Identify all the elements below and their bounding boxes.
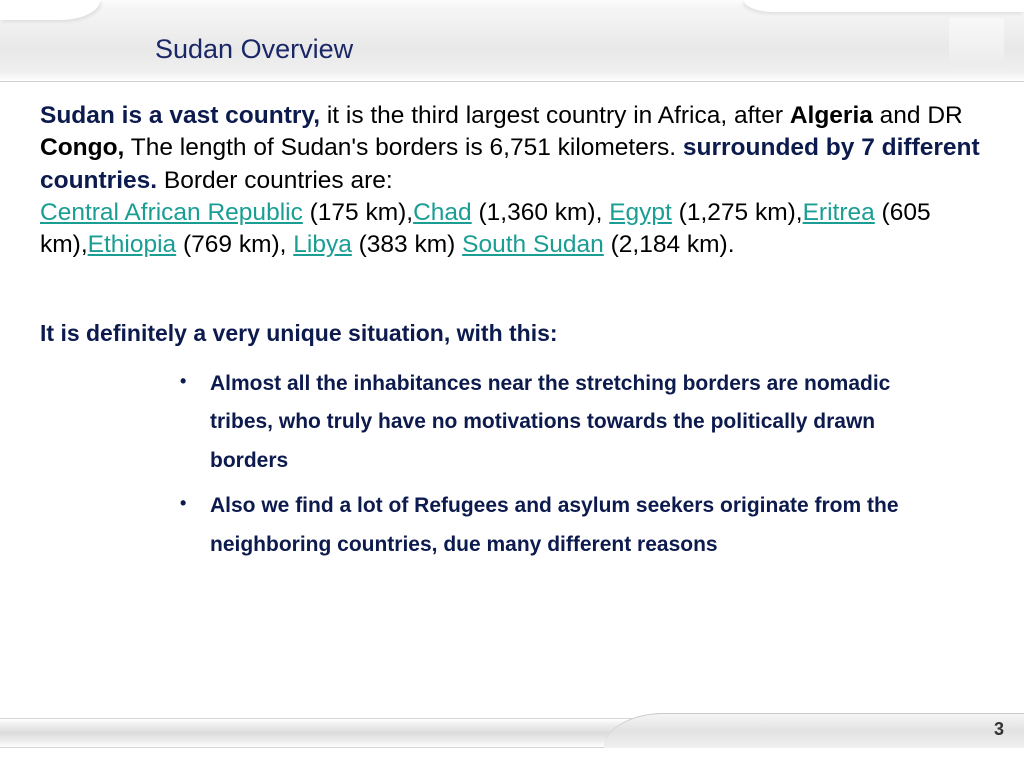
header-curve-right [744,0,1024,12]
subheading: It is definitely a very unique situation… [40,320,990,347]
link-eritrea[interactable]: Eritrea [803,199,875,226]
distance: (769 km), [176,231,293,258]
bold-algeria: Algeria [790,102,873,129]
bold-congo: Congo, [40,134,124,161]
header-curve-left [0,0,100,20]
distance: (383 km) [352,231,462,258]
link-south-sudan[interactable]: South Sudan [462,231,604,258]
bullet-item: Also we find a lot of Refugees and asylu… [180,487,940,565]
footer-curve [604,713,1024,748]
slide-title: Sudan Overview [155,34,353,65]
header-accent-box [949,18,1004,66]
bullet-list: Almost all the inhabitances near the str… [180,365,940,565]
distance: (1,360 km), [472,199,610,226]
text-run: Border countries are: [157,167,393,194]
link-chad[interactable]: Chad [413,199,472,226]
distance: (2,184 km). [604,231,735,258]
link-car[interactable]: Central African Republic [40,199,303,226]
slide-content: Sudan is a vast country, it is the third… [40,100,990,571]
page-number: 3 [994,719,1004,740]
distance: (175 km), [303,199,413,226]
link-ethiopia[interactable]: Ethiopia [88,231,177,258]
text-run: it is the third largest country in Afric… [320,102,790,129]
distance: (1,275 km), [672,199,803,226]
lead-phrase: Sudan is a vast country, [40,102,320,129]
bullet-item: Almost all the inhabitances near the str… [180,365,940,482]
text-run: and DR [873,102,963,129]
intro-paragraph: Sudan is a vast country, it is the third… [40,100,990,262]
link-libya[interactable]: Libya [293,231,352,258]
text-run: The length of Sudan's borders is 6,751 k… [124,134,683,161]
header-bar: Sudan Overview [0,0,1024,82]
link-egypt[interactable]: Egypt [609,199,672,226]
